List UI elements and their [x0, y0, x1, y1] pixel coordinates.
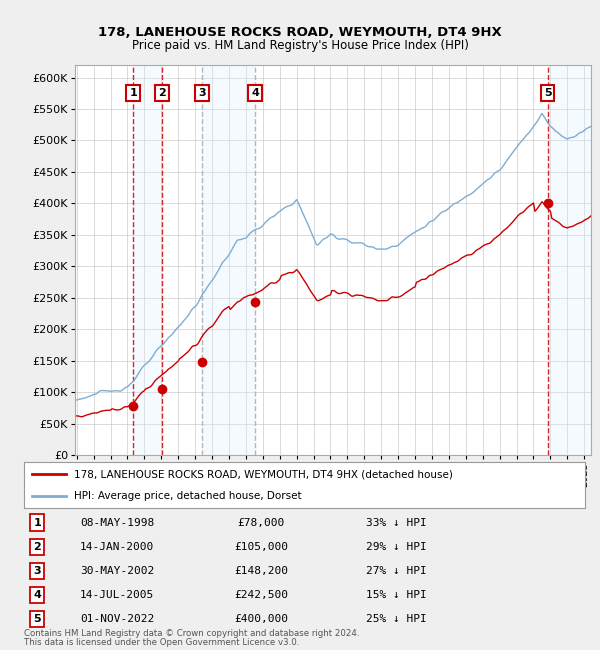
Text: Contains HM Land Registry data © Crown copyright and database right 2024.: Contains HM Land Registry data © Crown c…: [24, 629, 359, 638]
Text: 33% ↓ HPI: 33% ↓ HPI: [365, 517, 427, 528]
Text: 5: 5: [34, 614, 41, 624]
Text: 1: 1: [34, 517, 41, 528]
Text: 3: 3: [34, 566, 41, 576]
Text: 15% ↓ HPI: 15% ↓ HPI: [365, 590, 427, 600]
Text: 27% ↓ HPI: 27% ↓ HPI: [365, 566, 427, 576]
Text: 178, LANEHOUSE ROCKS ROAD, WEYMOUTH, DT4 9HX (detached house): 178, LANEHOUSE ROCKS ROAD, WEYMOUTH, DT4…: [74, 469, 454, 479]
Bar: [548, 65, 591, 455]
Text: This data is licensed under the Open Government Licence v3.0.: This data is licensed under the Open Gov…: [24, 638, 299, 647]
Text: 5: 5: [544, 88, 551, 98]
Text: 01-NOV-2022: 01-NOV-2022: [80, 614, 154, 624]
Text: 14-JAN-2000: 14-JAN-2000: [80, 541, 154, 552]
Text: 30-MAY-2002: 30-MAY-2002: [80, 566, 154, 576]
Text: Price paid vs. HM Land Registry's House Price Index (HPI): Price paid vs. HM Land Registry's House …: [131, 39, 469, 52]
Text: HPI: Average price, detached house, Dorset: HPI: Average price, detached house, Dors…: [74, 491, 302, 500]
Text: £242,500: £242,500: [234, 590, 288, 600]
Text: 178, LANEHOUSE ROCKS ROAD, WEYMOUTH, DT4 9HX: 178, LANEHOUSE ROCKS ROAD, WEYMOUTH, DT4…: [98, 26, 502, 39]
Text: 3: 3: [198, 88, 206, 98]
Text: 08-MAY-1998: 08-MAY-1998: [80, 517, 154, 528]
Bar: [133, 65, 162, 455]
Text: 14-JUL-2005: 14-JUL-2005: [80, 590, 154, 600]
Text: 4: 4: [33, 590, 41, 600]
Text: £105,000: £105,000: [234, 541, 288, 552]
Text: 4: 4: [251, 88, 259, 98]
Text: 29% ↓ HPI: 29% ↓ HPI: [365, 541, 427, 552]
Text: 25% ↓ HPI: 25% ↓ HPI: [365, 614, 427, 624]
Bar: [202, 65, 255, 455]
Text: 2: 2: [34, 541, 41, 552]
Text: £148,200: £148,200: [234, 566, 288, 576]
Text: £400,000: £400,000: [234, 614, 288, 624]
Text: £78,000: £78,000: [238, 517, 284, 528]
Text: 1: 1: [130, 88, 137, 98]
Text: 2: 2: [158, 88, 166, 98]
